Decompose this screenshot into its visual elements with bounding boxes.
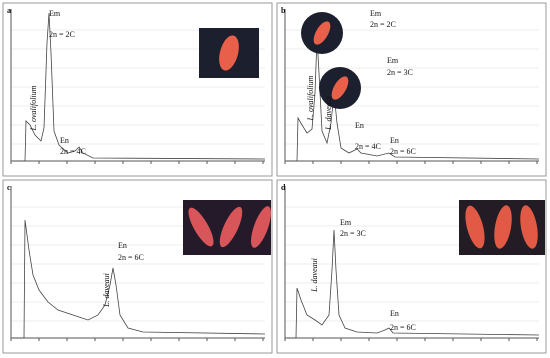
peak-label: 2n = 6C [390, 323, 416, 332]
panel-letter: d [281, 183, 286, 192]
histogram [287, 37, 540, 162]
species-label: L. daveaui [324, 96, 333, 131]
histogram [287, 229, 540, 339]
peak-label: 2n = 4C [355, 142, 381, 151]
peak-label: 2n = 2C [49, 30, 75, 39]
seed [494, 205, 512, 249]
panel: d Em 2n = 3C En 2n = 6C L. daveaui [276, 179, 547, 354]
peak-label: 2n = 6C [390, 147, 416, 156]
peak-label: Em [340, 218, 352, 227]
species-label: L. ovalifolium [29, 85, 38, 131]
species-label: L. daveaui [102, 273, 111, 308]
seed [331, 76, 349, 100]
histogram [13, 12, 266, 162]
panel-letter: a [7, 6, 11, 15]
panel: a Em 2n = 2C En 2n = 4C L. ovalifolium [2, 2, 273, 177]
peak-label: 2n = 6C [118, 253, 144, 262]
seed [520, 205, 538, 249]
peak-label: En [390, 309, 399, 318]
species-label: L. daveaui [310, 258, 319, 293]
peak-label: 2n = 3C [387, 68, 413, 77]
peak-label: Em [49, 9, 61, 18]
peak-label: 2n = 3C [340, 229, 366, 238]
peak-label: 2n = 4C [60, 147, 86, 156]
panel: b Em 2n = 2C Em 2n = 3C En 2n = 4C En 2n = 6C L. … [276, 2, 547, 177]
histogram [13, 219, 266, 339]
seed [465, 205, 485, 249]
panel-letter: c [7, 183, 11, 192]
peak-label: Em [387, 56, 399, 65]
panel-letter: b [281, 6, 286, 15]
seed [313, 21, 331, 45]
panel: c En 2n = 6C L. daveaui [2, 179, 273, 354]
peak-label: En [390, 136, 399, 145]
peak-label: En [118, 241, 127, 250]
peak-label: En [355, 121, 364, 130]
peak-label: 2n = 2C [370, 20, 396, 29]
seed [219, 35, 239, 71]
peak-label: En [60, 136, 69, 145]
seed [188, 207, 214, 247]
species-label: L. ovalifolium [306, 75, 315, 121]
peak-label: Em [370, 9, 382, 18]
seed [219, 206, 243, 248]
seed [251, 206, 271, 248]
